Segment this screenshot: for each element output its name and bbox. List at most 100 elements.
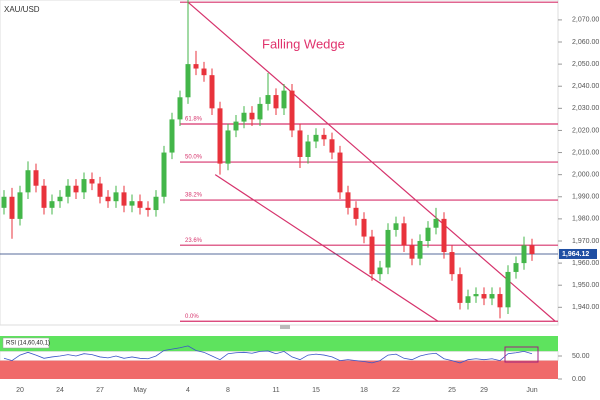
candle-body — [137, 201, 143, 208]
candle-body — [489, 294, 495, 299]
candle-body — [497, 294, 503, 308]
candle-body — [401, 223, 407, 246]
candle-body — [313, 134, 319, 142]
rsi-line — [3, 345, 533, 364]
candle-body — [441, 218, 447, 253]
candle-body — [361, 218, 367, 237]
candle-body — [49, 201, 55, 208]
last-price-box — [559, 248, 597, 259]
candle-body — [513, 263, 519, 272]
fib-label: 50.0% — [185, 155, 203, 161]
candle-body — [417, 240, 423, 259]
y-tick-label: 2,070.00 — [572, 17, 599, 24]
x-tick-label: 22 — [392, 387, 400, 394]
annotation: Falling Wedge — [262, 36, 345, 51]
x-tick-label: 18 — [360, 387, 368, 394]
x-tick-label: May — [133, 387, 147, 394]
y-tick-label: 1,940.00 — [572, 304, 599, 311]
candle-body — [73, 185, 79, 193]
y-tick-label: 2,050.00 — [572, 61, 599, 68]
candle-body — [241, 112, 247, 122]
candle-body — [41, 185, 47, 208]
fib-label: 0.0% — [185, 314, 199, 320]
candle-body — [225, 130, 231, 164]
candle-body — [385, 229, 391, 268]
x-tick-label: Jun — [526, 387, 537, 394]
candle-body — [33, 170, 39, 186]
y-tick-label: 2,060.00 — [572, 39, 599, 46]
candle-body — [273, 95, 279, 109]
last-price-label: 1,964.12 — [562, 251, 589, 258]
x-tick-label: 24 — [56, 387, 64, 394]
x-tick-label: 4 — [186, 387, 190, 394]
x-tick-label: 25 — [448, 387, 456, 394]
candle-body — [281, 90, 287, 109]
y-tick-label: 2,040.00 — [572, 83, 599, 90]
candle-body — [337, 152, 343, 193]
candle-body — [353, 207, 359, 219]
candle-body — [449, 252, 455, 275]
y-tick-label: 2,030.00 — [572, 105, 599, 112]
fib-label: 38.2% — [185, 193, 203, 199]
candle-body — [305, 141, 311, 157]
y-tick-label: 1,990.00 — [572, 194, 599, 201]
panel-grip — [280, 325, 290, 329]
candle-body — [425, 227, 431, 241]
candle-body — [233, 121, 239, 131]
fib-label: 23.6% — [185, 238, 203, 244]
candle-body — [473, 294, 479, 297]
candle-body — [289, 90, 295, 131]
y-tick-label: 2,010.00 — [572, 149, 599, 156]
candle-body — [217, 108, 223, 164]
candle-body — [481, 294, 487, 299]
candle-body — [257, 103, 263, 120]
symbol: XAU/USD — [4, 5, 40, 14]
wedge-line — [214, 174, 439, 322]
candle-body — [209, 75, 215, 109]
candle-body — [505, 271, 511, 308]
fib-label: 61.8% — [185, 117, 203, 123]
rsi-oversold-zone — [0, 360, 558, 379]
x-tick-label: 27 — [96, 387, 104, 394]
candle-body — [249, 112, 255, 120]
rsi-y-tick-label: 50.00 — [572, 353, 590, 360]
y-tick-label: 2,020.00 — [572, 127, 599, 134]
y-tick-label: 1,950.00 — [572, 282, 599, 289]
x-tick-label: 29 — [480, 387, 488, 394]
candle-body — [113, 192, 119, 202]
candle-body — [81, 179, 87, 193]
rsi-label-box — [2, 337, 50, 349]
wedge-line — [187, 1, 556, 322]
candle-body — [1, 196, 7, 208]
candle-body — [369, 236, 375, 275]
candle-body — [185, 64, 191, 98]
candle-body — [89, 179, 95, 184]
candle-body — [521, 245, 527, 264]
candle-body — [377, 267, 383, 275]
candle-body — [265, 95, 271, 104]
rsi-overbought-zone — [0, 336, 558, 352]
y-tick-label: 1,980.00 — [572, 216, 599, 223]
candle-body — [529, 245, 535, 254]
candle-body — [121, 192, 127, 206]
candle-body — [201, 68, 207, 76]
candle-body — [329, 139, 335, 153]
candle-body — [25, 170, 31, 193]
candle-body — [65, 185, 71, 197]
candle-body — [457, 274, 463, 303]
candle-body — [105, 196, 111, 202]
candle-body — [433, 218, 439, 228]
candle-body — [409, 245, 415, 259]
candle-body — [169, 119, 175, 153]
candle-body — [9, 196, 15, 219]
y-tick-label: 1,970.00 — [572, 238, 599, 245]
rsi-y-tick-label: 0.00 — [572, 376, 586, 383]
candle-body — [465, 296, 471, 303]
candle-body — [17, 192, 23, 219]
candle-body — [193, 64, 199, 69]
candle-body — [345, 192, 351, 208]
candle-body — [145, 207, 151, 211]
x-tick-label: 20 — [16, 387, 24, 394]
x-tick-label: 15 — [312, 387, 320, 394]
